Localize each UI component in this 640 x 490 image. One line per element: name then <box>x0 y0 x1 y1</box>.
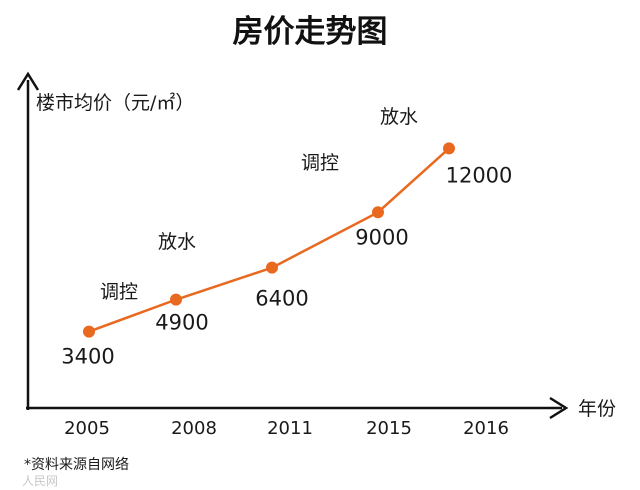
chart-title: 房价走势图 <box>233 14 388 50</box>
watermark: 人民网 <box>22 474 58 488</box>
data-labels: 3400 4900 6400 9000 12000 <box>61 163 512 368</box>
y-axis-label: 楼市均价（元/㎡） <box>36 91 194 114</box>
data-point <box>83 325 95 338</box>
data-label: 4900 <box>155 311 208 335</box>
data-points <box>83 142 455 338</box>
data-label: 12000 <box>446 163 513 187</box>
data-point <box>266 261 278 274</box>
x-tick-label: 2016 <box>463 418 509 439</box>
data-label: 3400 <box>61 345 114 369</box>
x-axis-label: 年份 <box>578 398 616 420</box>
data-point <box>170 293 182 306</box>
x-tick-label: 2005 <box>64 418 110 439</box>
annotation-label: 放水 <box>380 106 418 128</box>
annotation-label: 调控 <box>100 281 138 303</box>
annotation-label: 放水 <box>158 231 196 253</box>
annotation-label: 调控 <box>301 152 339 174</box>
x-tick-label: 2008 <box>171 418 217 439</box>
data-point <box>443 142 455 155</box>
data-label: 6400 <box>255 287 308 311</box>
footnote: *资料来源自网络 <box>24 457 129 473</box>
x-tick-label: 2015 <box>366 418 412 439</box>
data-point <box>372 206 384 219</box>
x-tick-label: 2011 <box>267 418 313 439</box>
x-axis-arrow <box>549 396 569 420</box>
data-label: 9000 <box>355 225 408 249</box>
y-axis-arrow <box>16 71 40 91</box>
x-tick-labels: 2005 2008 2011 2015 2016 <box>64 418 509 439</box>
